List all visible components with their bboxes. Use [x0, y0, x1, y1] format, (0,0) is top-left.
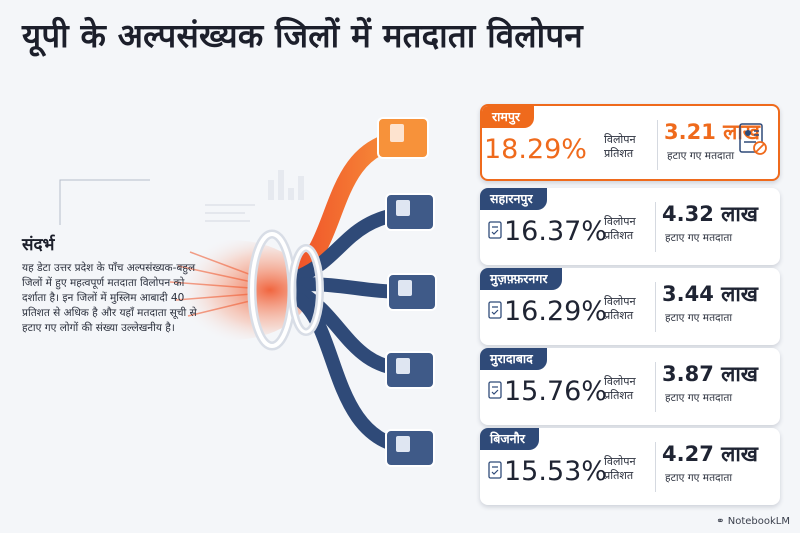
district-card-saharanpur: सहारनपुर 16.37% विलोपन प्रतिशत 4.32 लाख ह…	[480, 188, 780, 265]
card-divider	[657, 120, 658, 170]
deletion-percent-label: विलोपन प्रतिशत	[604, 133, 636, 160]
card-divider	[655, 442, 656, 492]
context-body: यह डेटा उत्तर प्रदेश के पाँच अल्पसंख्यक-…	[22, 262, 197, 334]
voters-removed: 4.27 लाख	[662, 442, 758, 466]
deletion-percent: 16.29%	[504, 296, 607, 327]
voters-removed: 3.87 लाख	[662, 362, 758, 386]
voters-removed-label: हटाए गए मतदाता	[665, 312, 733, 324]
deletion-percent-label: विलोपन प्रतिशत	[604, 215, 636, 242]
voters-removed: 4.32 लाख	[662, 202, 758, 226]
deletion-percent: 18.29%	[484, 134, 587, 165]
card-divider	[655, 362, 656, 412]
district-card-muzaffarnagar: मुज़फ़्फ़रनगर 16.29% विलोपन प्रतिशत 3.44 …	[480, 268, 780, 345]
card-divider	[655, 202, 656, 252]
funnel-rings	[247, 229, 324, 351]
context-connector	[59, 179, 150, 225]
document-stacks	[377, 117, 437, 467]
district-name: मुरादाबाद	[480, 348, 547, 370]
notebooklm-watermark: ⚭ NotebookLM	[716, 516, 790, 527]
burst-streaks	[169, 251, 255, 317]
watermark-text: NotebookLM	[727, 516, 790, 527]
page-title: यूपी के अल्पसंख्यक जिलों में मतदाता विलो…	[22, 16, 583, 55]
context-heading: संदर्भ	[22, 235, 55, 255]
document-check-icon	[488, 221, 502, 239]
district-card-rampur: रामपुर 18.29% विलोपन प्रतिशत 3.21 लाख हटा…	[480, 104, 780, 181]
district-name: सहारनपुर	[480, 188, 547, 210]
document-check-icon	[488, 381, 502, 399]
deletion-percent: 16.37%	[504, 216, 607, 247]
deletion-percent: 15.53%	[504, 456, 607, 487]
document-check-icon	[488, 461, 502, 479]
district-name: मुज़फ़्फ़रनगर	[480, 268, 562, 290]
district-name: बिजनौर	[480, 428, 539, 450]
funnel-illustration	[59, 117, 437, 467]
deletion-percent-label: विलोपन प्रतिशत	[604, 455, 636, 482]
voters-removed: 3.44 लाख	[662, 282, 758, 306]
voters-removed-label: हटाए गए मतदाता	[667, 150, 735, 162]
id-card-remove-icon	[739, 123, 767, 155]
district-card-moradabad: मुरादाबाद 15.76% विलोपन प्रतिशत 3.87 लाख …	[480, 348, 780, 425]
district-name: रामपुर	[482, 106, 535, 128]
context-panel: संदर्भ यह डेटा उत्तर प्रदेश के पाँच अल्प…	[22, 232, 198, 336]
deletion-percent-label: विलोपन प्रतिशत	[604, 375, 636, 402]
card-divider	[655, 282, 656, 332]
voters-removed-label: हटाए गए मतदाता	[665, 472, 733, 484]
voters-removed-label: हटाए गए मतदाता	[665, 392, 733, 404]
deletion-percent-label: विलोपन प्रतिशत	[604, 295, 636, 322]
deletion-percent: 15.76%	[504, 376, 607, 407]
notebooklm-logo-icon: ⚭	[716, 516, 725, 527]
background-sketch	[205, 170, 304, 222]
document-check-icon	[488, 301, 502, 319]
district-card-bijnor: बिजनौर 15.53% विलोपन प्रतिशत 4.27 लाख हटा…	[480, 428, 780, 505]
voters-removed-label: हटाए गए मतदाता	[665, 232, 733, 244]
